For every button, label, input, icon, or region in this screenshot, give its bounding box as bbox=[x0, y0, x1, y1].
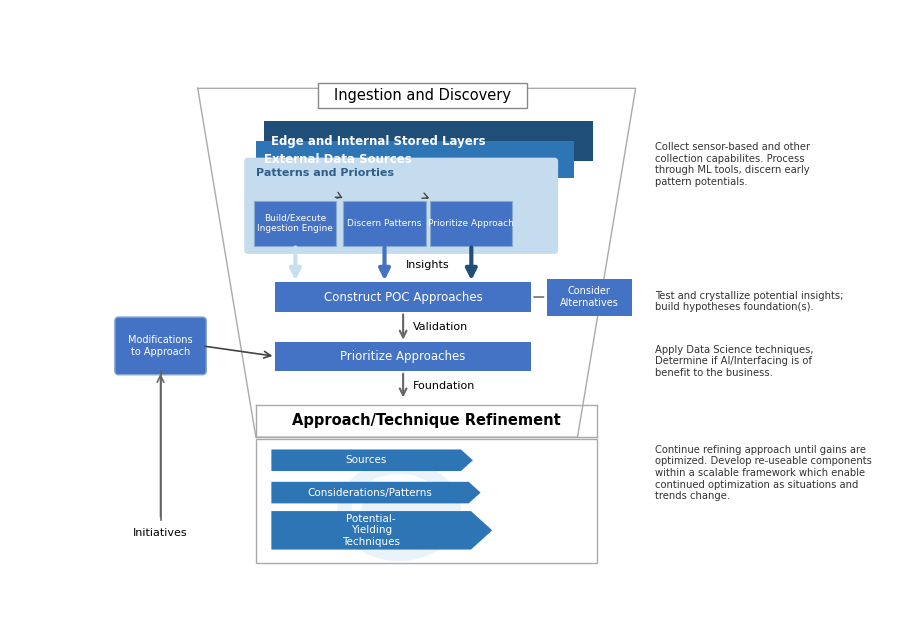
FancyBboxPatch shape bbox=[244, 157, 558, 254]
Text: Modifications
to Approach: Modifications to Approach bbox=[128, 335, 193, 356]
FancyArrowPatch shape bbox=[422, 193, 428, 198]
Text: Considerations/Patterns: Considerations/Patterns bbox=[308, 488, 433, 498]
FancyBboxPatch shape bbox=[255, 201, 337, 246]
Text: Potential-
Yielding
Techniques: Potential- Yielding Techniques bbox=[342, 514, 400, 547]
Text: Foundation: Foundation bbox=[412, 381, 475, 391]
FancyBboxPatch shape bbox=[430, 201, 512, 246]
Polygon shape bbox=[272, 449, 472, 471]
Text: Test and crystallize potential insights;
build hypotheses foundation(s).: Test and crystallize potential insights;… bbox=[655, 291, 843, 312]
Text: Construct POC Approaches: Construct POC Approaches bbox=[324, 291, 482, 303]
Polygon shape bbox=[198, 88, 635, 437]
Text: Collect sensor-based and other
collection capabilites. Process
through ML tools,: Collect sensor-based and other collectio… bbox=[655, 142, 810, 187]
FancyBboxPatch shape bbox=[115, 317, 206, 375]
FancyBboxPatch shape bbox=[256, 438, 597, 563]
Polygon shape bbox=[272, 511, 492, 550]
Text: Build/Execute
Ingestion Engine: Build/Execute Ingestion Engine bbox=[257, 214, 333, 233]
FancyBboxPatch shape bbox=[264, 122, 593, 161]
Polygon shape bbox=[272, 482, 481, 504]
Text: Insights: Insights bbox=[406, 260, 450, 271]
FancyBboxPatch shape bbox=[256, 141, 573, 179]
Text: Validation: Validation bbox=[412, 322, 468, 332]
FancyBboxPatch shape bbox=[275, 282, 531, 312]
Text: Discern Patterns: Discern Patterns bbox=[347, 219, 422, 228]
FancyBboxPatch shape bbox=[344, 201, 426, 246]
Text: Ingestion and Discovery: Ingestion and Discovery bbox=[334, 88, 511, 103]
Text: Sources: Sources bbox=[346, 455, 387, 465]
FancyArrowPatch shape bbox=[336, 193, 341, 198]
Text: Initiatives: Initiatives bbox=[133, 527, 188, 538]
Text: Consider
Alternatives: Consider Alternatives bbox=[560, 286, 618, 308]
Text: Patterns and Priorties: Patterns and Priorties bbox=[256, 168, 394, 178]
Text: Apply Data Science techniques,
Determine if AI/Interfacing is of
benefit to the : Apply Data Science techniques, Determine… bbox=[655, 345, 814, 378]
FancyBboxPatch shape bbox=[318, 83, 527, 108]
Text: Prioritize Approaches: Prioritize Approaches bbox=[340, 350, 466, 363]
Ellipse shape bbox=[338, 461, 461, 561]
Text: Continue refining approach until gains are
optimized. Develop re-useable compone: Continue refining approach until gains a… bbox=[655, 445, 872, 501]
Text: External Data Sources: External Data Sources bbox=[264, 154, 411, 166]
Text: Approach/Technique Refinement: Approach/Technique Refinement bbox=[292, 413, 561, 429]
Text: Edge and Internal Stored Layers: Edge and Internal Stored Layers bbox=[272, 135, 486, 148]
Text: Prioritize Approach: Prioritize Approach bbox=[428, 219, 514, 228]
FancyBboxPatch shape bbox=[275, 342, 531, 371]
FancyBboxPatch shape bbox=[546, 278, 632, 316]
